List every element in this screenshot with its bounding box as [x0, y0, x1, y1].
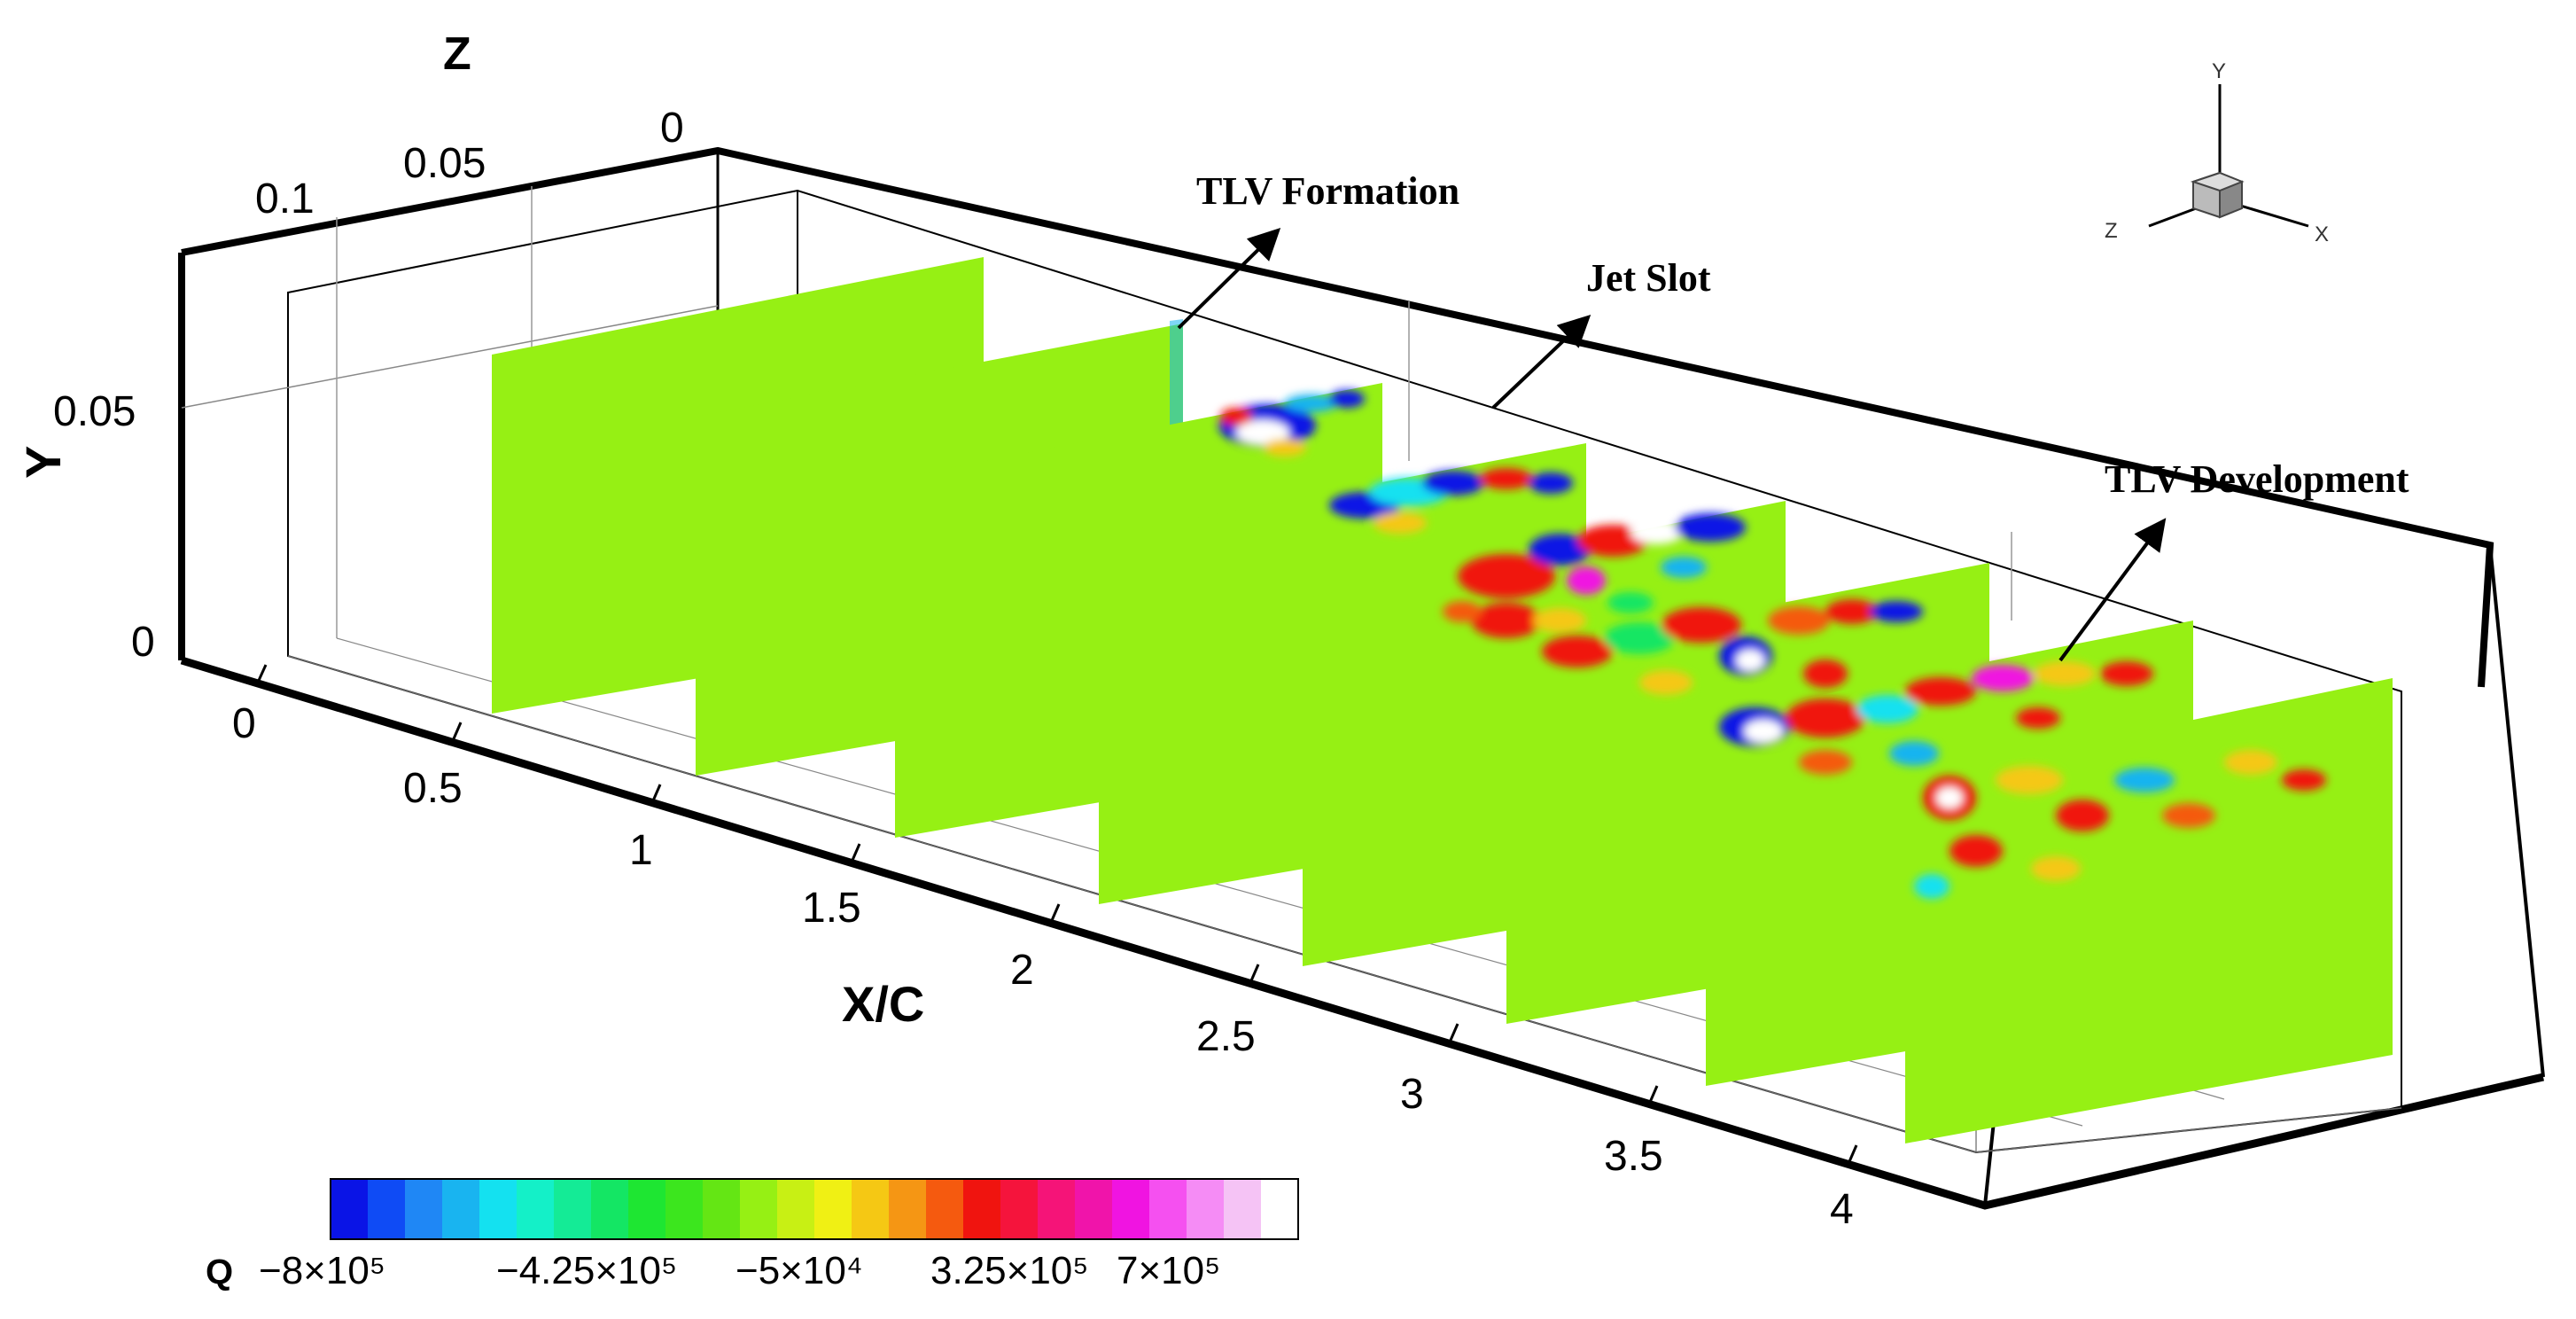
colorbar-cell — [442, 1179, 480, 1239]
colorbar-tick-2: −5×10⁴ — [735, 1249, 863, 1292]
annotation-tlv-development: TLV Development — [2105, 457, 2409, 501]
colorbar-cell — [1000, 1179, 1039, 1239]
colorbar-cell — [1112, 1179, 1150, 1239]
colorbar-cell — [665, 1179, 704, 1239]
triad-y-label: Y — [2212, 59, 2226, 83]
tlv-formation-arrow — [1177, 227, 1281, 330]
triad-x-label: X — [2315, 222, 2329, 246]
colorbar-cell — [852, 1179, 890, 1239]
jet-slot-arrow — [1491, 315, 1592, 410]
colorbar-cell — [628, 1179, 666, 1239]
y-axis-label: Y — [15, 446, 71, 479]
x-tick-2: 1 — [629, 827, 653, 874]
annotations: TLV Formation Jet Slot TLV Development — [1177, 169, 2409, 662]
colorbar-tick-3: 3.25×10⁵ — [930, 1249, 1089, 1292]
x-tick-3: 1.5 — [802, 885, 861, 932]
colorbar-cell — [591, 1179, 629, 1239]
colorbar-tick-4: 7×10⁵ — [1117, 1249, 1220, 1292]
colorbar-cell — [963, 1179, 1001, 1239]
colorbar-cell — [777, 1179, 815, 1239]
x-tick-8: 4 — [1830, 1186, 1854, 1233]
x-tick-6: 3 — [1400, 1071, 1424, 1118]
triad-z-label: Z — [2105, 219, 2118, 243]
z-axis-label: Z — [443, 28, 471, 80]
colorbar-cells — [331, 1179, 1299, 1239]
x-tick-marks — [255, 664, 1858, 1167]
z-tick-0: 0.1 — [255, 176, 315, 222]
slice-plane-8 — [1905, 678, 2393, 1143]
colorbar-cell — [517, 1179, 555, 1239]
colorbar-cell — [1075, 1179, 1113, 1239]
orientation-triad: Y Z X — [2105, 59, 2329, 246]
colorbar-cell — [1187, 1179, 1225, 1239]
colorbar-cell — [1224, 1179, 1262, 1239]
colorbar-cell — [554, 1179, 592, 1239]
colorbar-cell — [703, 1179, 741, 1239]
z-tick-1: 0.05 — [403, 140, 486, 187]
tlv-development-arrow — [2058, 518, 2167, 662]
colorbar-cell — [926, 1179, 964, 1239]
colorbar-tick-0: −8×10⁵ — [259, 1249, 385, 1292]
x-tick-5: 2.5 — [1196, 1013, 1256, 1060]
annotation-jet-slot: Jet Slot — [1586, 256, 1711, 300]
colorbar-cell — [1038, 1179, 1076, 1239]
colorbar: Q −8×10⁵ −4.25×10⁵ −5×10⁴ 3.25×10⁵ 7×10⁵ — [206, 1178, 1299, 1292]
y-tick-1: 0 — [131, 619, 155, 666]
colorbar-cell — [331, 1179, 369, 1239]
colorbar-tick-1: −4.25×10⁵ — [496, 1249, 677, 1292]
colorbar-cell — [814, 1179, 852, 1239]
colorbar-cell — [889, 1179, 927, 1239]
x-tick-0: 0 — [232, 700, 256, 747]
colorbar-cell — [368, 1179, 406, 1239]
x-tick-4: 2 — [1010, 947, 1034, 994]
x-tick-1: 0.5 — [403, 765, 463, 812]
colorbar-cell — [1261, 1179, 1299, 1239]
y-tick-0: 0.05 — [53, 388, 136, 435]
colorbar-cell — [740, 1179, 778, 1239]
x-tick-7: 3.5 — [1604, 1133, 1663, 1180]
slice-planes — [492, 257, 2393, 1143]
colorbar-cell — [479, 1179, 518, 1239]
annotation-tlv-formation: TLV Formation — [1196, 169, 1459, 213]
colorbar-cell — [405, 1179, 443, 1239]
x-axis-label: X/C — [842, 976, 924, 1032]
colorbar-frame — [330, 1178, 1299, 1240]
box-front-edges — [1975, 1107, 2402, 1153]
axis-text: Z 0.1 0.05 0 Y 0.05 0 0 0.5 1 1.5 2 2.5 … — [15, 28, 1854, 1233]
z-tick-2: 0 — [660, 105, 684, 152]
colorbar-variable-label: Q — [206, 1253, 233, 1292]
colorbar-cell — [1149, 1179, 1187, 1239]
